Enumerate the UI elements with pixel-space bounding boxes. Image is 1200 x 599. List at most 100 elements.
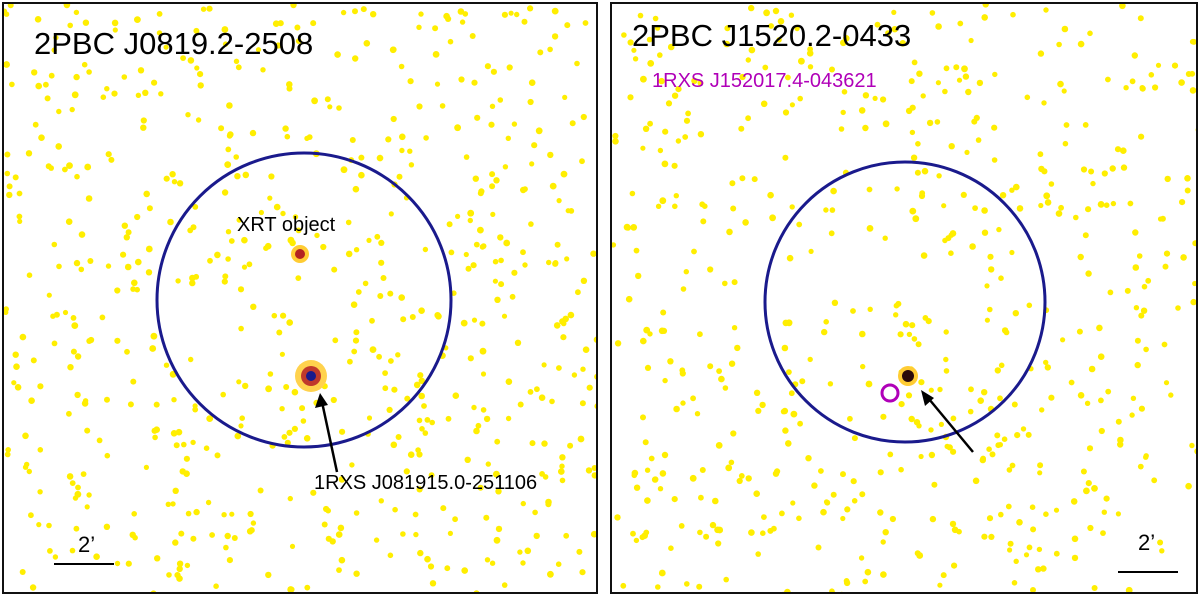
photon-dot (492, 258, 499, 265)
photon-dot (36, 522, 42, 528)
photon-dot (679, 370, 686, 377)
photon-dot (977, 397, 984, 405)
photon-dot (559, 477, 566, 484)
photon-dot (6, 191, 13, 199)
photon-dot (697, 529, 703, 536)
photon-dot (480, 371, 487, 377)
photon-dot (1130, 395, 1137, 401)
photon-dot (880, 413, 887, 420)
photon-dot (489, 560, 496, 566)
photon-dot (1155, 62, 1162, 68)
photon-dot (981, 207, 988, 214)
photon-dot (55, 143, 62, 150)
photon-dot (934, 119, 941, 125)
photon-dot (840, 591, 843, 592)
photon-dot (1131, 52, 1138, 59)
photon-dot (942, 88, 948, 95)
photon-dot (850, 478, 857, 485)
photon-dot (760, 100, 768, 108)
photon-dot (1132, 264, 1140, 271)
photon-dot (996, 226, 1002, 233)
photon-dot (304, 584, 311, 591)
photon-dot (66, 162, 73, 170)
photon-dot (940, 572, 947, 579)
photon-dot (859, 491, 866, 498)
photon-dot (353, 329, 360, 336)
photon-dot (111, 90, 118, 97)
photon-dot (697, 80, 704, 86)
photon-dot (30, 357, 37, 364)
photon-dot (303, 435, 311, 442)
photon-dot (490, 68, 497, 75)
photon-dot (178, 530, 185, 537)
photon-dot (190, 535, 197, 542)
xray-field-left (4, 4, 596, 592)
photon-dot (633, 484, 641, 491)
photon-dot (454, 124, 461, 132)
photon-dot (1145, 277, 1152, 284)
photon-dot (477, 226, 484, 234)
photon-dot (255, 47, 262, 53)
photon-dot (294, 24, 301, 31)
photon-dot (1129, 412, 1135, 418)
photon-dot (1120, 147, 1127, 154)
photon-dot (224, 532, 231, 540)
photon-dot (642, 439, 649, 446)
photon-dot (889, 515, 896, 523)
photon-dot (330, 396, 337, 404)
photon-dot (745, 57, 751, 63)
photon-dot (429, 580, 437, 587)
photon-dot (807, 64, 814, 70)
photon-dot (908, 416, 915, 422)
photon-dot (745, 115, 751, 122)
photon-dot (580, 277, 588, 284)
photon-dot (522, 262, 528, 268)
photon-dot (893, 302, 900, 309)
photon-dot (763, 9, 770, 17)
photon-dot (1009, 462, 1016, 469)
photon-dot (657, 52, 663, 58)
photon-dot (310, 489, 317, 496)
photon-dot (909, 207, 917, 215)
photon-dot (644, 364, 652, 371)
photon-dot (918, 453, 924, 460)
photon-dot (899, 40, 907, 47)
photon-dot (627, 94, 634, 101)
photon-dot (440, 505, 447, 512)
photon-dot (1115, 418, 1122, 425)
photon-dot (239, 415, 245, 422)
photon-dot (412, 511, 419, 518)
photon-dot (957, 20, 964, 27)
photon-dot (324, 96, 331, 103)
photon-dot (1016, 519, 1023, 526)
photon-dot (831, 299, 839, 306)
photon-dot (167, 218, 174, 226)
photon-dot (1185, 71, 1192, 77)
photon-dot (16, 213, 23, 220)
photon-dot (631, 472, 638, 479)
photon-dot (241, 236, 248, 244)
photon-dot (546, 259, 552, 266)
photon-dot (345, 250, 353, 258)
photon-dot (661, 451, 669, 459)
photon-dot (629, 190, 636, 197)
photon-dot (311, 97, 318, 105)
photon-dot (463, 251, 469, 258)
photon-dot (782, 109, 790, 116)
photon-dot (991, 157, 998, 163)
photon-dot (722, 385, 729, 391)
photon-dot (1100, 530, 1106, 536)
photon-dot (280, 312, 287, 319)
photon-dot (228, 238, 235, 244)
photon-dot (508, 10, 514, 16)
photon-dot (111, 19, 119, 27)
photon-dot (657, 486, 664, 492)
photon-dot (474, 114, 481, 121)
photon-dot (585, 467, 593, 474)
photon-dot (349, 137, 356, 143)
photon-dot (99, 314, 106, 321)
photon-dot (731, 325, 738, 331)
photon-dot (104, 396, 110, 403)
photon-dot (287, 236, 295, 244)
photon-dot (93, 553, 100, 560)
